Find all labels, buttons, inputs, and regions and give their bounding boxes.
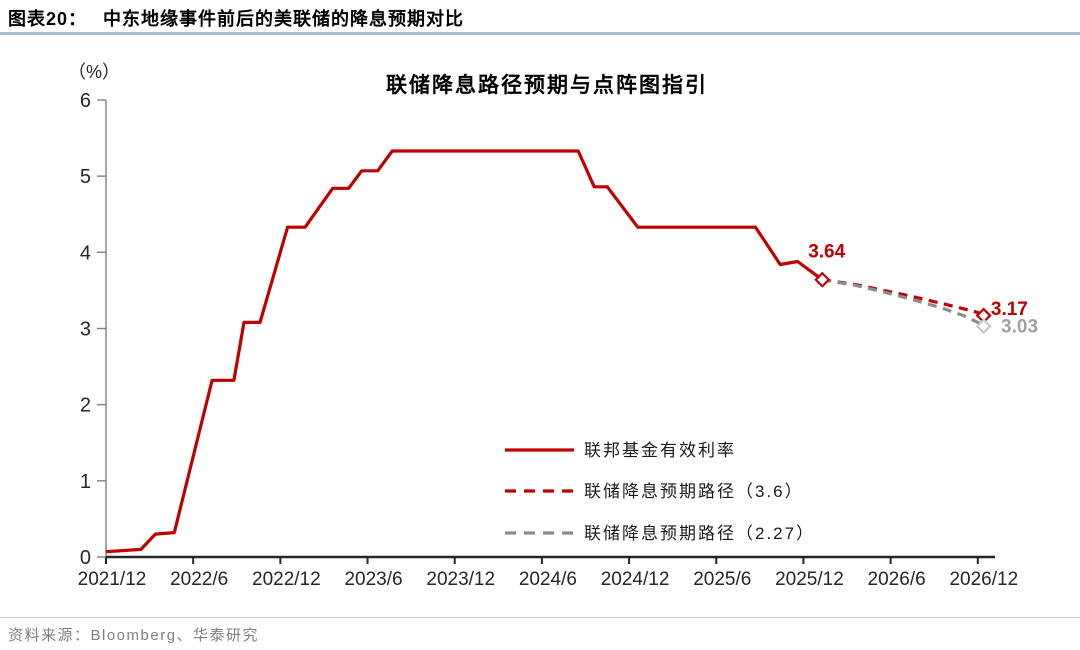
y-tick-label: 0 — [80, 547, 91, 569]
x-tick-label: 2025/12 — [775, 569, 844, 590]
x-tick-label: 2024/12 — [601, 569, 670, 590]
legend-item-0: 联邦基金有效利率 — [505, 441, 736, 460]
chart-title: 联储降息路径预期与点阵图指引 — [386, 73, 708, 97]
axes: 0 1 2 3 4 5 6 2021/12 2022/6 2022/12 2023/6 2023/12… — [78, 90, 1018, 590]
x-tick-label: 2022/6 — [170, 569, 228, 590]
y-tick-label: 4 — [80, 242, 91, 264]
x-tick-label: 2021/12 — [78, 569, 147, 590]
annotation-3.64: 3.64 — [808, 242, 845, 263]
series-end-marker-2 — [975, 318, 992, 335]
y-tick-label: 1 — [80, 471, 91, 493]
x-tick-label: 2026/12 — [949, 569, 1018, 590]
header-divider — [0, 32, 1080, 35]
x-tick-label: 2023/12 — [426, 569, 495, 590]
x-tick-label: 2026/6 — [868, 569, 926, 590]
y-tick-label: 5 — [80, 166, 91, 188]
source-note: 资料来源：Bloomberg、华泰研究 — [8, 627, 260, 644]
legend-label: 联储降息预期路径（3.6） — [584, 482, 804, 501]
legend-item-1: 联储降息预期路径（3.6） — [505, 482, 804, 501]
legend-label: 联邦基金有效利率 — [584, 441, 736, 460]
x-tick-label: 2024/6 — [519, 569, 577, 590]
series-end-marker-0 — [814, 271, 831, 288]
legend-item-2: 联储降息预期路径（2.27） — [505, 524, 815, 543]
y-tick-label: 3 — [80, 318, 91, 340]
y-tick-label: 6 — [80, 90, 91, 112]
series-line-0 — [105, 149, 824, 554]
figure-title: 中东地缘事件前后的美联储的降息预期对比 — [103, 9, 465, 29]
annotation-3.03: 3.03 — [1001, 316, 1038, 337]
figure-number-label: 图表20： — [8, 9, 88, 29]
x-tick-label: 2022/12 — [252, 569, 321, 590]
x-tick-label: 2023/6 — [344, 569, 402, 590]
x-tick-label: 2025/6 — [693, 569, 751, 590]
annotation-3.17: 3.17 — [991, 299, 1028, 320]
legend-label: 联储降息预期路径（2.27） — [584, 524, 815, 543]
footer-divider — [0, 617, 1080, 618]
y-tick-label: 2 — [80, 395, 91, 417]
y-axis-unit-label: （%） — [68, 62, 120, 82]
figure-header: 图表20： 中东地缘事件前后的美联储的降息预期对比 — [8, 5, 464, 31]
series-line-2 — [822, 278, 985, 328]
